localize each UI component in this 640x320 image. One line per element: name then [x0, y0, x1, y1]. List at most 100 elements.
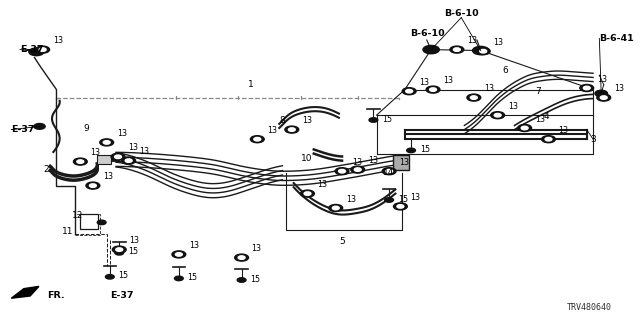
Circle shape	[476, 48, 490, 55]
Text: 13: 13	[559, 126, 568, 135]
Circle shape	[111, 153, 125, 160]
Circle shape	[86, 182, 100, 189]
Text: 13: 13	[410, 193, 420, 202]
Text: 13: 13	[443, 76, 453, 85]
Text: 7: 7	[536, 87, 541, 96]
Circle shape	[39, 48, 46, 52]
Text: 13: 13	[128, 143, 138, 152]
Text: 4: 4	[543, 112, 548, 121]
Text: 13: 13	[103, 172, 113, 181]
Circle shape	[115, 155, 122, 159]
Text: 14: 14	[383, 168, 395, 177]
Circle shape	[385, 198, 394, 202]
Circle shape	[369, 118, 378, 122]
Circle shape	[580, 84, 594, 92]
Bar	[81, 214, 98, 229]
Circle shape	[97, 220, 106, 225]
Circle shape	[382, 168, 396, 175]
Circle shape	[172, 251, 186, 258]
Text: 13: 13	[317, 180, 328, 189]
Text: 15: 15	[118, 271, 129, 280]
Text: 13: 13	[597, 75, 607, 84]
Circle shape	[289, 128, 295, 132]
Circle shape	[521, 126, 528, 130]
Circle shape	[472, 46, 489, 55]
Circle shape	[335, 168, 349, 175]
Text: 15: 15	[250, 275, 260, 284]
Bar	[97, 155, 111, 164]
Circle shape	[467, 94, 481, 101]
Text: 5: 5	[339, 237, 345, 246]
Text: 13: 13	[116, 129, 127, 138]
Text: B-6-10: B-6-10	[444, 9, 479, 18]
Text: 13: 13	[399, 158, 409, 167]
Text: 10: 10	[301, 154, 312, 163]
Text: E-37: E-37	[20, 45, 44, 54]
Text: 13: 13	[484, 84, 494, 93]
Text: 2: 2	[43, 165, 49, 174]
Circle shape	[355, 168, 361, 172]
Text: 13: 13	[467, 36, 477, 45]
Text: E-37: E-37	[110, 292, 133, 300]
Text: 13: 13	[493, 38, 503, 47]
Text: 13: 13	[508, 102, 518, 111]
Circle shape	[494, 114, 501, 117]
Circle shape	[351, 166, 365, 173]
Circle shape	[597, 94, 611, 101]
Text: 13: 13	[302, 116, 312, 125]
Circle shape	[332, 206, 339, 210]
Circle shape	[518, 124, 532, 132]
Circle shape	[125, 159, 132, 163]
Polygon shape	[12, 286, 39, 298]
Text: 15: 15	[128, 247, 138, 256]
Circle shape	[100, 139, 113, 146]
Text: 15: 15	[382, 115, 392, 124]
Text: 13: 13	[268, 126, 277, 135]
Circle shape	[238, 256, 245, 259]
Circle shape	[237, 278, 246, 282]
Circle shape	[600, 96, 607, 100]
Circle shape	[301, 190, 314, 197]
Bar	[76, 214, 100, 235]
Text: 13: 13	[90, 148, 100, 157]
Bar	[394, 155, 409, 170]
Text: TRV480640: TRV480640	[567, 303, 612, 312]
Circle shape	[250, 136, 264, 143]
Circle shape	[29, 48, 44, 56]
Circle shape	[423, 45, 439, 54]
Circle shape	[450, 46, 464, 53]
Circle shape	[595, 90, 607, 97]
Circle shape	[77, 160, 84, 163]
Text: 13: 13	[368, 156, 378, 165]
Circle shape	[304, 192, 311, 195]
Circle shape	[285, 126, 299, 133]
Text: 9: 9	[84, 124, 90, 132]
Text: 3: 3	[590, 135, 596, 144]
Circle shape	[339, 170, 346, 173]
Text: 1: 1	[248, 80, 254, 89]
Circle shape	[113, 246, 126, 253]
Circle shape	[116, 248, 123, 252]
Circle shape	[406, 148, 415, 153]
Circle shape	[115, 251, 124, 255]
Text: 11: 11	[62, 228, 74, 236]
Circle shape	[426, 86, 440, 93]
Circle shape	[175, 253, 182, 256]
Text: 13: 13	[534, 115, 545, 124]
Text: 13: 13	[139, 147, 148, 156]
Circle shape	[470, 96, 477, 100]
Circle shape	[34, 124, 45, 129]
Circle shape	[36, 46, 49, 53]
Text: 13: 13	[189, 241, 199, 250]
Text: 12: 12	[72, 212, 83, 220]
Circle shape	[453, 48, 460, 52]
Circle shape	[386, 170, 392, 173]
Circle shape	[397, 205, 404, 208]
Circle shape	[235, 254, 248, 261]
Text: 6: 6	[502, 66, 508, 75]
Circle shape	[491, 112, 504, 119]
Circle shape	[545, 138, 552, 141]
Circle shape	[90, 184, 97, 188]
Text: 8: 8	[280, 116, 285, 124]
Text: B-6-10: B-6-10	[410, 29, 444, 38]
